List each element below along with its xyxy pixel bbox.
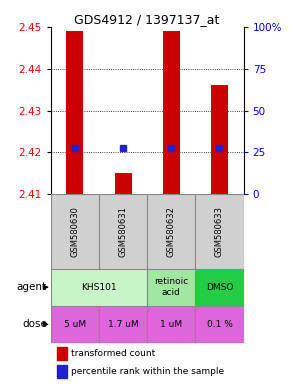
Bar [57, 347, 67, 360]
Text: 0.1 %: 0.1 % [206, 320, 232, 329]
Bar [57, 365, 67, 378]
Text: 1 uM: 1 uM [160, 320, 182, 329]
Bar [99, 306, 147, 343]
Text: percentile rank within the sample: percentile rank within the sample [71, 367, 224, 376]
Bar [51, 268, 147, 306]
Text: agent: agent [17, 282, 47, 292]
Bar [147, 194, 195, 268]
Bar [163, 31, 180, 194]
Text: KHS101: KHS101 [81, 283, 117, 292]
Text: transformed count: transformed count [71, 349, 155, 358]
Bar [211, 86, 228, 194]
Text: DMSO: DMSO [206, 283, 233, 292]
Bar [51, 194, 99, 268]
Text: 1.7 uM: 1.7 uM [108, 320, 138, 329]
Bar [66, 31, 83, 194]
Text: dose: dose [22, 319, 47, 329]
Text: GSM580631: GSM580631 [119, 206, 128, 257]
Bar [147, 268, 195, 306]
Bar [115, 173, 131, 194]
Bar [195, 194, 244, 268]
Text: GSM580630: GSM580630 [70, 206, 79, 257]
Bar [195, 306, 244, 343]
Text: GSM580632: GSM580632 [167, 206, 176, 257]
Title: GDS4912 / 1397137_at: GDS4912 / 1397137_at [75, 13, 220, 26]
Bar [51, 306, 99, 343]
Text: retinoic
acid: retinoic acid [154, 278, 188, 297]
Text: GSM580633: GSM580633 [215, 206, 224, 257]
Text: 5 uM: 5 uM [64, 320, 86, 329]
Bar [99, 194, 147, 268]
Bar [147, 306, 195, 343]
Bar [195, 268, 244, 306]
